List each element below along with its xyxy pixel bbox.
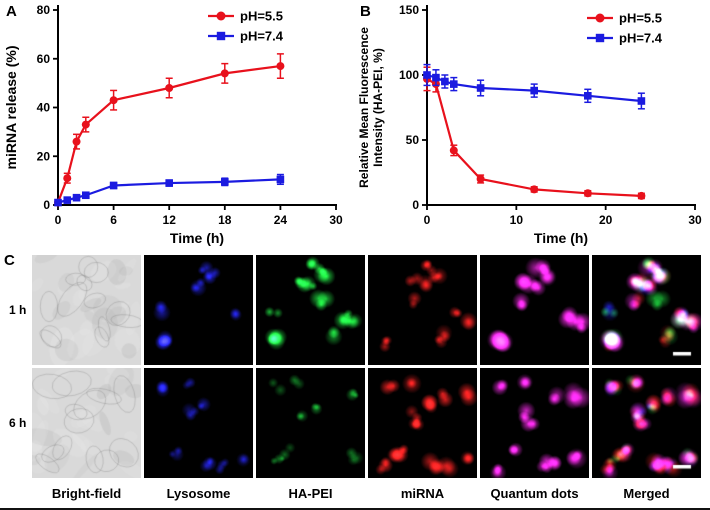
microscopy-column-labels: Bright-field Lysosome HA-PEI miRNA Quant… <box>32 482 701 501</box>
micrograph-merged-1h <box>592 255 701 365</box>
panel-c-label: C <box>4 252 15 269</box>
micrograph-quantum-dots-6h <box>480 368 589 478</box>
y-tick-label: 0 <box>43 198 50 212</box>
x-tick-label: 24 <box>274 213 288 227</box>
data-point <box>432 73 440 82</box>
micrograph-brightfield-1h <box>32 255 141 365</box>
microscopy-grid <box>32 255 701 478</box>
data-point <box>82 191 90 200</box>
data-point <box>63 174 72 183</box>
panel-b-chart: 0 10 20 30 0 50 100 150 Time (h) Relative Mean Fl… <box>355 0 710 250</box>
x-tick-label: 0 <box>55 213 62 227</box>
micrograph-mirna-1h <box>368 255 477 365</box>
x-tick-label: 18 <box>218 213 232 227</box>
x-axis-label: Time (h) <box>170 230 224 246</box>
micrograph-ha-pei-1h <box>256 255 365 365</box>
data-point <box>72 193 81 202</box>
figure-bottom-border <box>0 508 710 510</box>
micrograph-lysosome-6h <box>144 368 253 478</box>
x-tick-label: 10 <box>510 213 524 227</box>
x-tick-label: 6 <box>110 213 117 227</box>
legend-marker <box>595 13 605 23</box>
data-point <box>583 189 592 198</box>
data-point <box>584 92 592 100</box>
micrograph-brightfield-6h <box>32 368 141 478</box>
y-tick-label: 20 <box>37 149 51 163</box>
row-label-6h: 6 h <box>9 416 27 430</box>
series-line <box>56 64 281 203</box>
column-label-mirna: miRNA <box>400 486 445 501</box>
y-axis-label: Relative Mean Fluorescence <box>357 27 371 188</box>
micrograph-quantum-dots-1h <box>480 255 589 365</box>
data-point <box>637 191 646 200</box>
data-point <box>63 196 72 204</box>
data-point <box>220 69 229 78</box>
micrograph-lysosome-1h <box>144 255 253 365</box>
column-label-brightfield: Bright-field <box>51 486 122 501</box>
column-label-merged: Merged <box>623 486 670 501</box>
panel-b-label: B <box>360 3 371 20</box>
legend-marker <box>216 11 226 21</box>
legend-label: pH=7.4 <box>240 29 284 44</box>
data-point <box>221 178 229 186</box>
data-point <box>54 198 62 207</box>
column-label-lysosome: Lysosome <box>166 486 231 501</box>
data-point <box>441 77 449 86</box>
data-point <box>165 84 174 92</box>
data-point <box>476 175 485 183</box>
data-point <box>109 181 118 190</box>
y-tick-label: 100 <box>399 68 419 82</box>
data-point <box>165 179 173 187</box>
data-point <box>530 185 539 194</box>
micrograph-mirna-6h <box>368 368 477 478</box>
data-point <box>109 96 118 105</box>
legend-label: pH=7.4 <box>619 31 663 46</box>
data-point <box>449 146 458 155</box>
micrograph-ha-pei-6h <box>256 368 365 478</box>
y-tick-label: 50 <box>406 133 420 147</box>
y-tick-label: 40 <box>37 101 51 115</box>
data-point <box>72 137 81 146</box>
data-point <box>423 71 431 79</box>
data-point <box>81 120 90 129</box>
data-point <box>476 84 485 92</box>
legend-label: pH=5.5 <box>240 9 283 24</box>
y-tick-label: 150 <box>399 3 419 17</box>
data-point <box>450 80 458 88</box>
x-tick-label: 30 <box>329 213 343 227</box>
x-tick-label: 20 <box>599 213 613 227</box>
series-pH=7.4 <box>423 63 646 110</box>
column-label-ha-pei: HA-PEI <box>288 486 333 501</box>
legend-marker <box>595 33 605 43</box>
y-tick-label: 0 <box>412 198 419 212</box>
y-axis-label: miRNA release (%) <box>3 46 19 170</box>
x-tick-label: 12 <box>163 213 177 227</box>
data-point <box>637 97 646 105</box>
x-tick-label: 0 <box>424 213 431 227</box>
y-axis-label: Intensity (HA-PEI, %) <box>371 48 385 167</box>
column-label-quantum-dots: Quantum dots <box>490 486 579 501</box>
micrograph-merged-6h <box>592 368 701 478</box>
legend-label: pH=5.5 <box>619 11 662 26</box>
legend-marker <box>216 31 226 41</box>
y-tick-label: 80 <box>37 3 51 17</box>
panel-a-label: A <box>6 3 17 20</box>
series-pH=7.4 <box>54 173 285 207</box>
x-axis-label: Time (h) <box>534 230 588 246</box>
y-tick-label: 60 <box>37 52 51 66</box>
data-point <box>276 175 285 184</box>
row-label-1h: 1 h <box>9 303 27 317</box>
x-tick-label: 30 <box>688 213 702 227</box>
panel-a-chart: 0 6 12 18 24 30 0 20 40 60 80 Time (h) miRNA release… <box>0 0 352 250</box>
data-point <box>276 62 285 71</box>
data-point <box>530 86 538 95</box>
